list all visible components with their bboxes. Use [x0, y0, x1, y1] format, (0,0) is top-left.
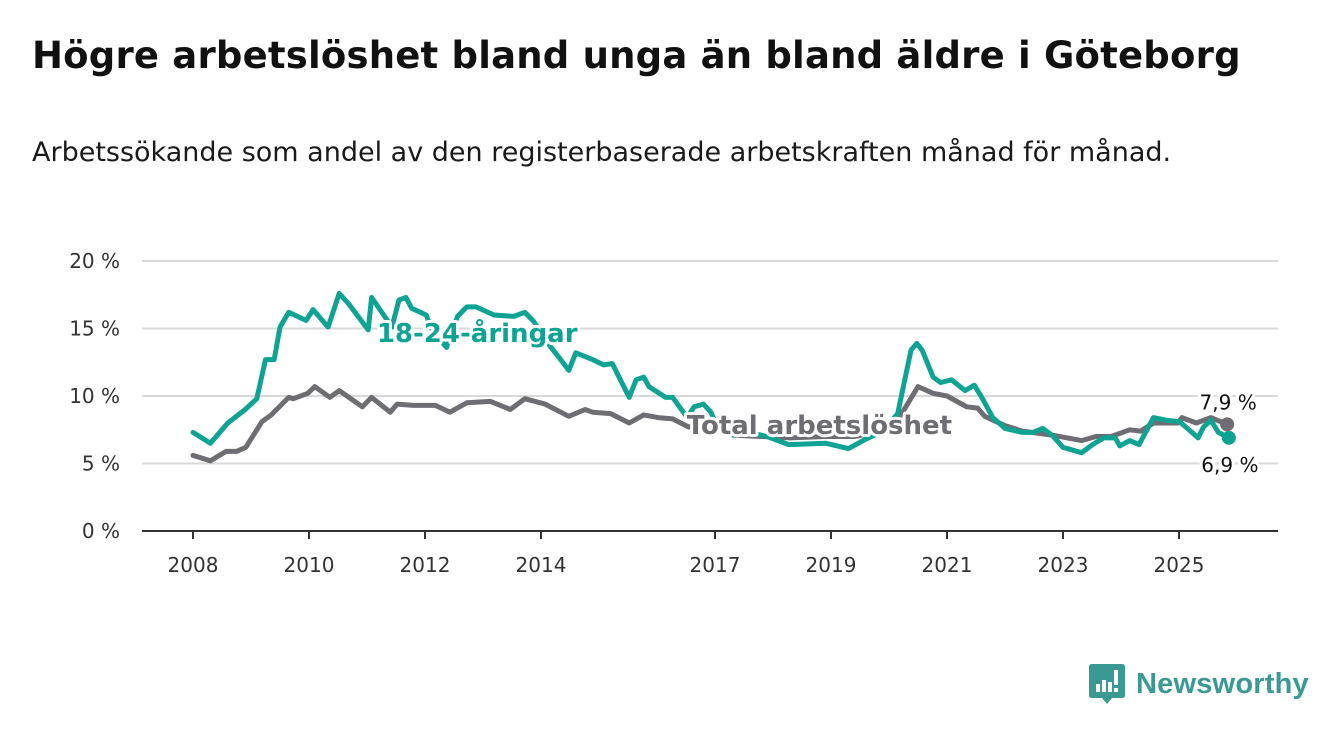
y-tick-label: 10 % — [69, 384, 120, 408]
x-tick-label: 2021 — [922, 553, 973, 577]
newsworthy-logo-icon — [1089, 664, 1125, 704]
end-value-label: 7,9 % — [1200, 390, 1257, 414]
x-tick-label: 2010 — [284, 553, 335, 577]
end-point-youth — [1221, 430, 1236, 445]
logo-text: Newsworthy — [1136, 667, 1309, 700]
y-tick-label: 5 % — [82, 452, 120, 476]
y-tick-label: 0 % — [82, 519, 120, 543]
series-line-total — [190, 384, 1230, 464]
chart-subtitle: Arbetssökande som andel av den registerb… — [32, 137, 1172, 168]
chart-title: Högre arbetslöshet bland unga än bland ä… — [32, 34, 1241, 77]
x-tick-label: 2017 — [690, 553, 741, 577]
x-tick-label: 2008 — [168, 553, 219, 577]
end-point-total — [1220, 417, 1235, 432]
y-axis: 0 % 5 % 10 % 15 % 20 % — [69, 249, 120, 543]
y-tick-label: 15 % — [69, 317, 120, 341]
series-label: 18-24-åringar — [377, 317, 578, 349]
series-labels: 18-24-åringar Total arbetslöshet 7,9 % 6,9 … — [374, 314, 1262, 480]
gridlines — [142, 260, 1278, 465]
x-axis: 2008 2010 2012 2014 2017 2019 2021 2023 2025 — [142, 530, 1278, 577]
series-line-youth — [190, 290, 1232, 456]
y-tick-label: 20 % — [69, 249, 120, 273]
end-value-label: 6,9 % — [1201, 453, 1258, 477]
x-tick-label: 2014 — [516, 553, 567, 577]
series-label: Total arbetslöshet — [687, 411, 952, 441]
series-lines — [190, 290, 1236, 464]
x-tick-label: 2012 — [400, 553, 451, 577]
newsworthy-logo: Newsworthy — [1088, 662, 1309, 706]
x-tick-label: 2023 — [1038, 553, 1089, 577]
x-tick-label: 2019 — [806, 553, 857, 577]
x-tick-label: 2025 — [1154, 553, 1205, 577]
